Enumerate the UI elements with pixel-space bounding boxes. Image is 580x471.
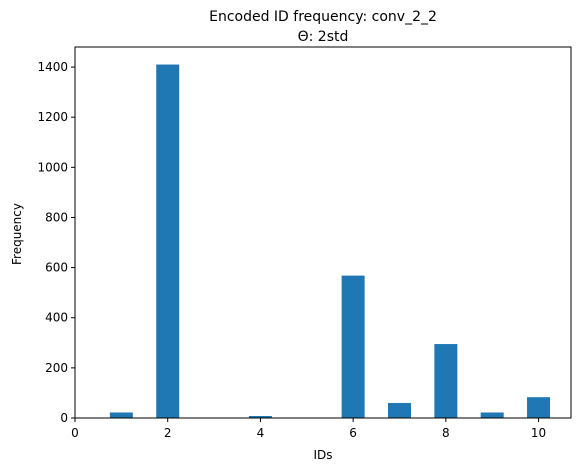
chart-title: Encoded ID frequency: conv_2_2 [209, 9, 437, 25]
bar-id-6 [341, 275, 365, 418]
x-tick-label: 8 [442, 426, 450, 440]
bar-id-4 [248, 415, 272, 418]
x-axis-ticks: 0 2 4 6 8 10 [71, 418, 546, 440]
x-axis-label: IDs [313, 448, 332, 462]
chart-subtitle: Θ: 2std [298, 29, 349, 45]
y-axis-ticks: 0 200 400 600 800 1000 1200 1400 [37, 60, 75, 425]
bar-id-2 [156, 64, 180, 418]
y-axis-label: Frequency [10, 203, 24, 265]
plot-frame [74, 46, 572, 419]
y-tick-label: 200 [45, 361, 68, 375]
bar-id-1 [109, 412, 133, 418]
bars-group [109, 64, 551, 418]
bar-id-7 [387, 402, 411, 418]
x-tick-label: 2 [164, 426, 172, 440]
bar-id-10 [527, 397, 551, 418]
y-tick-label: 1200 [37, 110, 68, 124]
y-tick-label: 800 [45, 210, 68, 224]
x-tick-label: 0 [71, 426, 79, 440]
y-tick-label: 600 [45, 261, 68, 275]
bar-id-8 [434, 344, 458, 418]
y-tick-label: 1000 [37, 160, 68, 174]
x-tick-label: 4 [257, 426, 265, 440]
x-tick-label: 6 [349, 426, 357, 440]
x-tick-label: 10 [531, 426, 546, 440]
y-tick-label: 0 [60, 411, 68, 425]
y-tick-label: 1400 [37, 60, 68, 74]
y-tick-label: 400 [45, 311, 68, 325]
bar-id-9 [480, 412, 504, 418]
